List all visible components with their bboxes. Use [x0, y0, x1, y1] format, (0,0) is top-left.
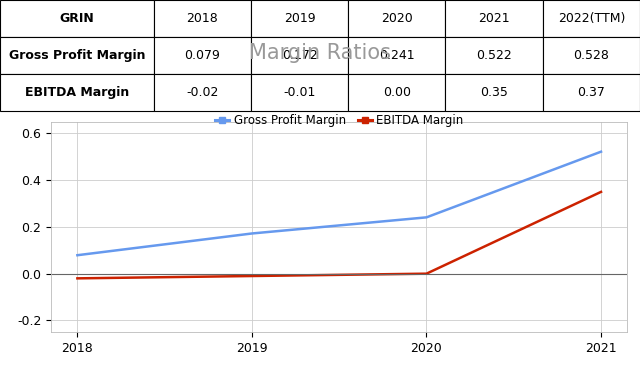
- Bar: [251, 0, 348, 37]
- Text: 0.35: 0.35: [480, 86, 508, 99]
- Text: 0.37: 0.37: [577, 86, 605, 99]
- Bar: [445, 74, 543, 111]
- Text: 2020: 2020: [381, 12, 413, 25]
- Bar: [445, 37, 543, 74]
- Text: 0.172: 0.172: [282, 49, 317, 62]
- Bar: [348, 37, 445, 74]
- Text: 2022(TTM): 2022(TTM): [557, 12, 625, 25]
- Bar: [251, 37, 348, 74]
- Text: GRIN: GRIN: [60, 12, 94, 25]
- Bar: [154, 0, 251, 37]
- Legend: Gross Profit Margin, EBITDA Margin: Gross Profit Margin, EBITDA Margin: [210, 109, 468, 132]
- Text: 0.522: 0.522: [476, 49, 512, 62]
- Bar: [543, 37, 640, 74]
- Text: -0.01: -0.01: [284, 86, 316, 99]
- Text: 0.00: 0.00: [383, 86, 411, 99]
- Text: Gross Profit Margin: Gross Profit Margin: [8, 49, 145, 62]
- Text: EBITDA Margin: EBITDA Margin: [25, 86, 129, 99]
- Text: 2021: 2021: [478, 12, 510, 25]
- Bar: [154, 74, 251, 111]
- Bar: [251, 74, 348, 111]
- Bar: [0, 0, 154, 37]
- Bar: [0, 37, 154, 74]
- Text: 0.241: 0.241: [379, 49, 415, 62]
- Bar: [348, 74, 445, 111]
- Text: 2018: 2018: [186, 12, 218, 25]
- Bar: [543, 0, 640, 37]
- Bar: [154, 37, 251, 74]
- Bar: [445, 0, 543, 37]
- Text: 2019: 2019: [284, 12, 316, 25]
- Text: -0.02: -0.02: [186, 86, 218, 99]
- Bar: [543, 74, 640, 111]
- Text: Margin Ratios: Margin Ratios: [249, 43, 391, 63]
- Bar: [0, 74, 154, 111]
- Text: 0.528: 0.528: [573, 49, 609, 62]
- Bar: [348, 0, 445, 37]
- Text: 0.079: 0.079: [184, 49, 220, 62]
